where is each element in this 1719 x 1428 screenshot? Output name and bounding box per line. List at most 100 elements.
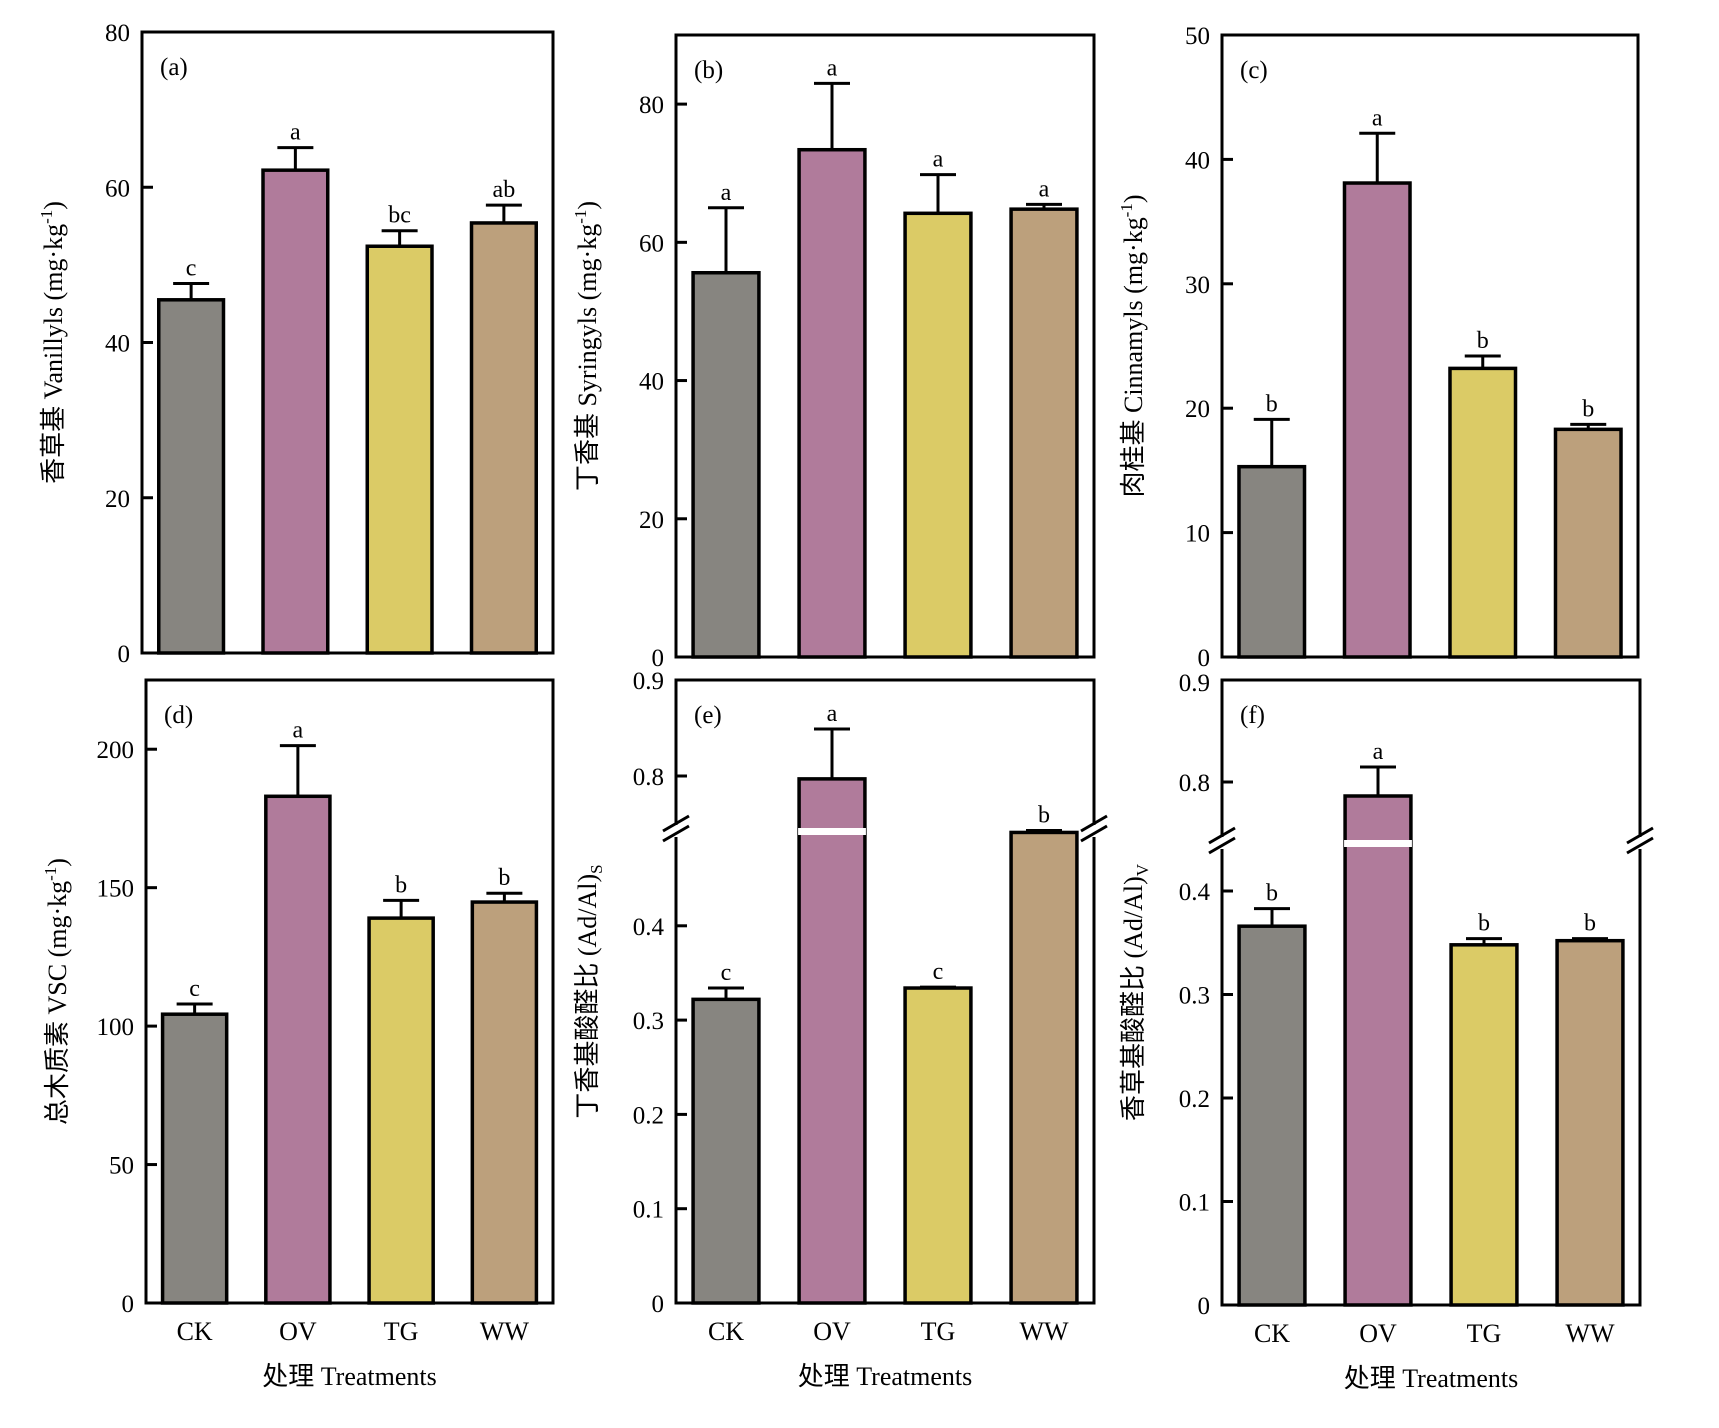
significance-label-ov: a [827, 55, 838, 81]
category-label-tg: TG [1467, 1319, 1502, 1348]
significance-label-ov: a [290, 120, 301, 146]
y-tick-label: 0.8 [633, 764, 664, 791]
plot-frame [1220, 678, 1642, 1307]
axis-break-icon [662, 814, 690, 833]
axis-break-icon [662, 824, 690, 843]
category-label-ck: CK [177, 1317, 213, 1346]
bar-ov [1342, 181, 1412, 659]
plot-frame [674, 678, 1096, 1305]
axis-break-icon [1080, 814, 1108, 833]
bar-ck [157, 298, 226, 655]
y-tick-label: 0 [1198, 645, 1211, 672]
bar-tg [903, 211, 973, 659]
y-tick-label: 0.3 [633, 1008, 664, 1035]
category-label-ov: OV [813, 1317, 851, 1346]
significance-label-ck: b [1266, 391, 1278, 417]
bar-ck [1237, 464, 1307, 659]
y-axis-title: 肉桂基 Cinnamyls (mg·kg-1) [1117, 194, 1148, 497]
x-axis-title: 处理 Treatments [1344, 1364, 1519, 1393]
significance-label-ov: a [1373, 739, 1384, 765]
category-label-tg: TG [921, 1317, 956, 1346]
axis-break-icon [1626, 836, 1654, 855]
y-tick-label: 60 [105, 175, 130, 202]
category-label-ov: OV [1359, 1319, 1397, 1348]
significance-label-ww: ab [493, 177, 516, 203]
panel-tag: (a) [160, 54, 188, 81]
y-axis-title-sub: V [1133, 863, 1152, 876]
bar-ww [1553, 427, 1623, 659]
category-label-ck: CK [1254, 1319, 1290, 1348]
bar-ck [691, 997, 761, 1305]
y-tick-label: 80 [639, 92, 664, 119]
y-tick-label: 30 [1185, 272, 1210, 299]
y-axis-title-en: Cinnamyls (mg·kg [1119, 217, 1148, 413]
y-tick-label: 0 [122, 1291, 135, 1318]
y-tick-label: 10 [1185, 521, 1210, 548]
category-label-tg: TG [384, 1317, 419, 1346]
significance-label-ov: a [1372, 105, 1383, 131]
significance-label-tg: bc [388, 203, 411, 229]
y-axis-title-sub: S [587, 864, 606, 873]
bar-ck [160, 1012, 229, 1305]
y-tick-label: 0.1 [633, 1197, 664, 1224]
significance-label-ck: c [721, 960, 732, 986]
y-tick-label: 0.2 [1179, 1086, 1210, 1113]
category-label-ck: CK [708, 1317, 744, 1346]
y-tick-label: 40 [1185, 147, 1210, 174]
plot-frame [144, 678, 555, 1305]
panel-d: c CK a OV b TG b WW 0 50 100 150 200 (d) 总木质素 VSC (mg·… [41, 678, 555, 1391]
y-axis-title-cn: 香草基酸醛比 [1119, 965, 1148, 1121]
axis-break-icon [1626, 826, 1654, 845]
y-axis-title-cn: 丁香基 [573, 413, 602, 491]
y-axis-title-end: ) [43, 858, 72, 867]
bar-ov [797, 147, 867, 659]
bar-ov [797, 777, 867, 1305]
y-axis-title-en: VSC (mg·kg [43, 881, 72, 1015]
axis-break-icon [1208, 836, 1236, 855]
panel-tag: (f) [1240, 702, 1265, 729]
y-axis-title-end: ) [573, 201, 602, 210]
y-tick-label: 0.4 [633, 914, 665, 941]
significance-label-tg: b [1478, 911, 1490, 937]
bar-ov [261, 168, 330, 655]
category-label-ww: WW [1565, 1319, 1615, 1348]
y-tick-label: 0.3 [1179, 983, 1210, 1010]
category-label-ov: OV [279, 1317, 317, 1346]
bar-tg [365, 244, 434, 655]
axis-break-mask [1218, 837, 1226, 849]
y-tick-label: 40 [639, 369, 664, 396]
y-tick-label: 0.9 [633, 668, 664, 695]
y-tick-label: 20 [639, 507, 664, 534]
bar-tg [1449, 943, 1519, 1307]
y-axis-title: 香草基 Vanillyls (mg·kg-1) [37, 201, 68, 484]
bar-ck [1237, 924, 1307, 1307]
y-tick-label: 0 [118, 641, 131, 668]
y-tick-label: 20 [1185, 396, 1210, 423]
y-tick-label: 0.4 [1179, 879, 1211, 906]
y-axis-title-cn: 肉桂基 [1119, 420, 1148, 498]
axis-break-mask [672, 825, 680, 837]
significance-label-tg: b [1477, 328, 1489, 354]
bar-tg [1448, 366, 1518, 659]
significance-label-ck: c [189, 976, 200, 1002]
significance-label-ww: a [1039, 176, 1050, 202]
y-tick-label: 0.9 [1179, 670, 1210, 697]
axis-break-icon [1080, 824, 1108, 843]
y-tick-label: 0.2 [633, 1102, 664, 1129]
significance-label-tg: a [933, 147, 944, 173]
panel-tag: (c) [1240, 57, 1268, 84]
bar-ww [1555, 938, 1625, 1307]
bar-ov [264, 794, 332, 1305]
bar-tg [903, 986, 973, 1305]
y-tick-label: 80 [105, 20, 130, 47]
panel-tag: (e) [694, 702, 722, 729]
y-tick-label: 150 [97, 876, 135, 903]
bar-ww [470, 900, 539, 1305]
y-axis-title-end: ) [39, 201, 68, 210]
y-tick-label: 0.1 [1179, 1190, 1210, 1217]
panel-tag: (d) [164, 702, 193, 729]
bar-ck [691, 270, 761, 659]
significance-label-tg: b [395, 872, 407, 898]
significance-label-ck: c [186, 256, 197, 282]
